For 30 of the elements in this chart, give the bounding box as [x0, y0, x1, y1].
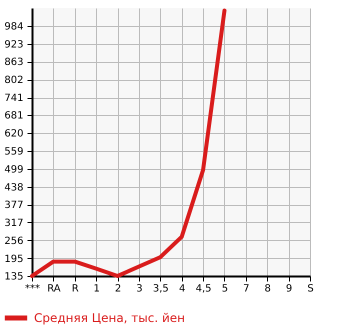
x-tick-label: 8: [264, 284, 271, 294]
x-tick-label: 3: [136, 284, 143, 294]
x-tick-label: 9: [286, 284, 292, 294]
y-tick-label: 256: [4, 236, 24, 247]
y-tick-label: 802: [4, 75, 24, 86]
x-tick-label: S: [307, 284, 314, 294]
y-tick-label: 499: [4, 164, 24, 176]
x-tick-label: RA: [47, 284, 61, 294]
y-tick-label: 438: [4, 182, 24, 194]
x-tick-label: 1: [93, 284, 100, 294]
y-tick-label: 681: [4, 110, 24, 122]
y-tick-label: 377: [4, 200, 24, 212]
x-tick-label: 3,5: [152, 284, 169, 294]
legend-label: Средняя Цена, тыс. йен: [34, 311, 186, 325]
y-tick-label: 317: [4, 218, 24, 229]
x-tick-label: ***: [25, 284, 40, 294]
y-tick-label: 923: [4, 39, 24, 50]
y-tick-label: 984: [4, 21, 24, 32]
x-tick-label: 5: [222, 284, 228, 294]
y-tick-label: 559: [4, 146, 24, 158]
x-tick-label: 7: [243, 284, 250, 294]
y-tick-label: 620: [4, 128, 24, 140]
y-tick-label: 741: [4, 93, 24, 104]
x-tick-label: 4: [179, 284, 186, 294]
y-tick-label: 135: [4, 272, 24, 282]
x-tick-label: 4,5: [196, 284, 212, 294]
y-tick-label: 195: [4, 254, 24, 265]
x-tick-label: 2: [114, 284, 122, 294]
y-tick-label: 863: [4, 57, 24, 68]
x-tick-label: R: [72, 284, 79, 294]
